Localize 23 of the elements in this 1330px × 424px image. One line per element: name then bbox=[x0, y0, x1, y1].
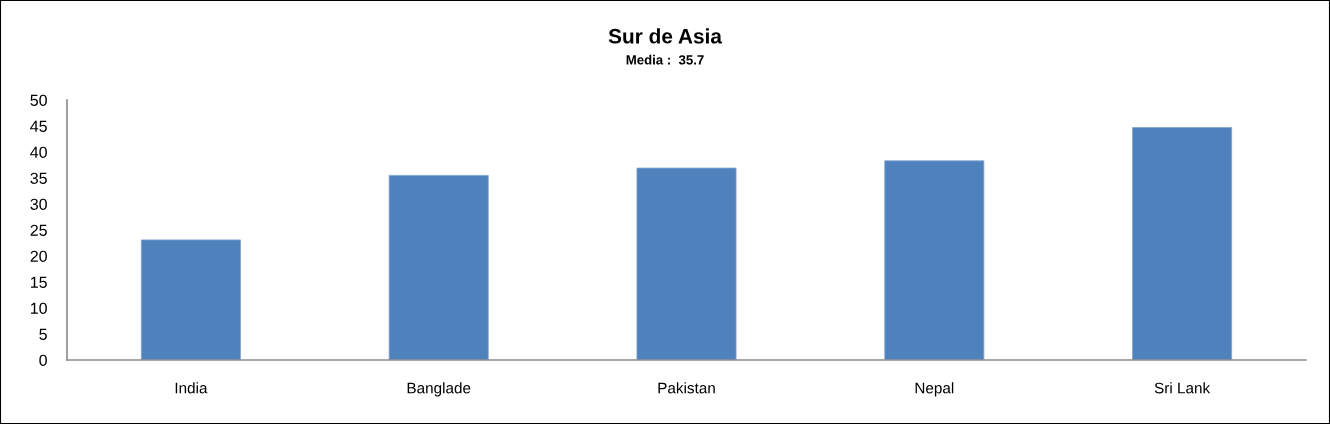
y-tick-label: 25 bbox=[30, 224, 47, 236]
y-tick-label: 10 bbox=[31, 302, 47, 314]
x-tick-label: Pakistan bbox=[658, 382, 715, 394]
bar bbox=[636, 167, 737, 360]
x-tick-label: Banglade bbox=[407, 382, 471, 397]
bar bbox=[884, 160, 985, 360]
y-tick-label: 0 bbox=[39, 354, 47, 366]
y-tick-label: 15 bbox=[31, 276, 47, 288]
chart-subtitle: Media : 35.7 bbox=[626, 54, 704, 65]
x-tick-label: Nepal bbox=[915, 382, 954, 397]
y-tick-label: 35 bbox=[30, 172, 47, 184]
bar bbox=[1132, 127, 1233, 360]
x-tick-label: Sri Lank bbox=[1154, 382, 1211, 394]
bar bbox=[140, 239, 241, 360]
y-tick-label: 45 bbox=[30, 120, 47, 132]
bar bbox=[388, 174, 489, 360]
y-tick-label: 50 bbox=[30, 94, 47, 106]
x-tick-label: India bbox=[175, 382, 208, 394]
y-tick-label: 5 bbox=[39, 328, 47, 340]
chart-title: Sur de Asia bbox=[608, 28, 723, 44]
y-tick-label: 20 bbox=[30, 250, 47, 262]
y-tick-label: 30 bbox=[30, 198, 47, 210]
y-tick-label: 40 bbox=[30, 146, 47, 158]
